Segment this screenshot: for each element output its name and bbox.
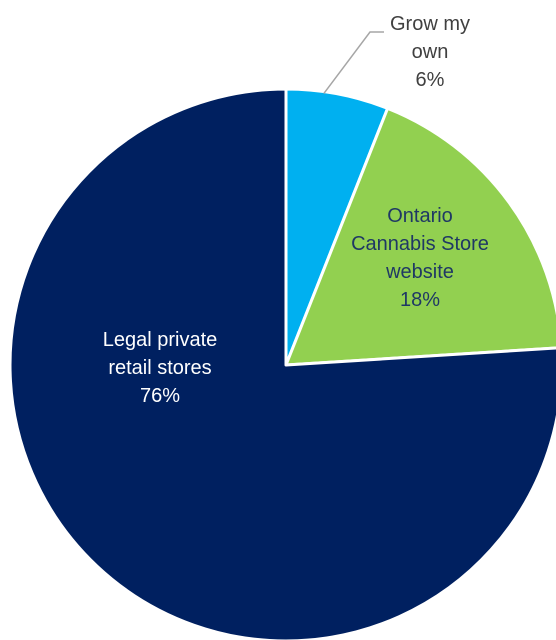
slice-label-line: Grow my [390, 13, 470, 35]
pie-slice-2 [284, 106, 556, 367]
slice-label-line: Cannabis Store [351, 233, 489, 255]
slice-label-3: Legal private retail stores 76% [103, 329, 218, 407]
slice-value-label: 6% [416, 69, 445, 91]
leader-line [323, 31, 384, 95]
pie-labels: Grow my own 6% Ontario Cannabis Store website… [103, 13, 489, 407]
slice-label-1: Grow my own 6% [390, 13, 470, 91]
slice-label-line: Legal private [103, 329, 218, 351]
slice-value-label: 18% [400, 289, 440, 311]
pie-slice-3 [8, 87, 556, 640]
pie-slices [8, 87, 556, 640]
slice-label-line: retail stores [108, 357, 211, 379]
slice-label-line: Ontario [387, 205, 453, 227]
slice-label-line: website [385, 261, 454, 283]
slice-label-2: Ontario Cannabis Store website 18% [351, 205, 489, 311]
slice-value-label: 76% [140, 385, 180, 407]
slice-label-line: own [412, 41, 449, 63]
